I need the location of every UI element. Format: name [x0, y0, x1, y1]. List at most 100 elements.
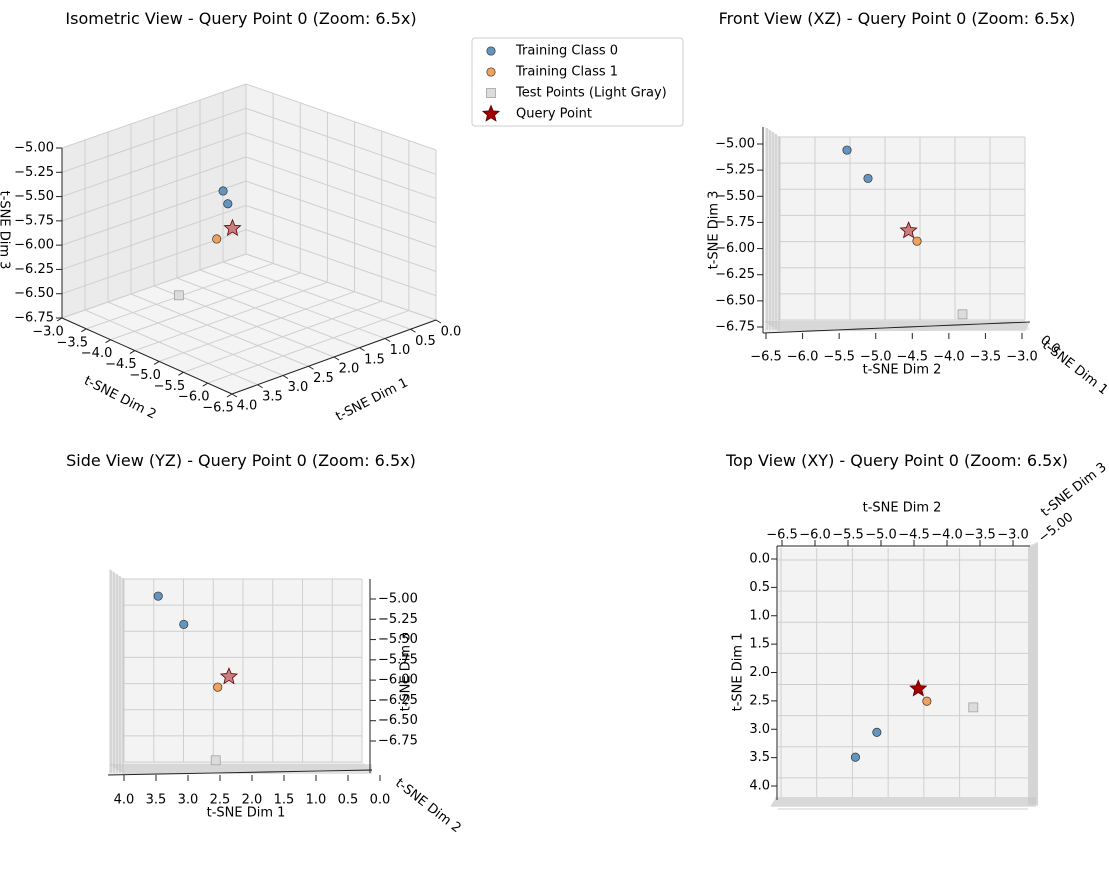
front-view-panel: −5.00 −5.25 −5.50 −5.75 −6.00 −6.25 −6.50 −6.75… [707, 127, 1109, 398]
x-axis-label: t-SNE Dim 1 [333, 375, 410, 424]
grid-line [61, 107, 247, 173]
data-point [486, 67, 496, 77]
x-axis-label: t-SNE Dim 2 [863, 363, 942, 378]
data-point [863, 173, 873, 183]
y-tick [226, 393, 233, 398]
data-point [210, 755, 221, 766]
y-tick-label: −3.5 [970, 350, 1002, 365]
data-point [486, 46, 496, 56]
y-tick-label: −5.0 [865, 528, 897, 543]
legend-label: Test Points (Light Gray) [515, 86, 667, 101]
isometric-view-panel: 0.00.51.01.52.02.53.03.54.0−6.5−6.0−5.5−… [0, 83, 461, 425]
y-tick-label: −5.5 [823, 350, 855, 365]
x-tick [359, 347, 365, 352]
grid-line [61, 83, 247, 149]
z-tick-label: −6.25 [378, 693, 418, 708]
data-point [912, 236, 922, 246]
grid-line [61, 180, 247, 246]
z-tick-label: −6.50 [14, 286, 54, 301]
z-tick-label: −5.75 [14, 213, 54, 228]
y-tick-label: −4.5 [105, 357, 137, 372]
y-tick-label: −4.0 [933, 350, 965, 365]
z-axis-label: t-SNE Dim 3 [399, 633, 414, 712]
right-back-pane [246, 84, 436, 320]
z-tick-label: −6.25 [715, 267, 755, 282]
x-tick-label: 1.0 [749, 608, 770, 623]
floor-pane [778, 548, 1028, 797]
x-tick-label: 0.5 [338, 793, 359, 808]
y-tick-label: −6.0 [178, 390, 210, 405]
left-axis-label: t-SNE Dim 1 [731, 633, 746, 712]
z-tick-label: −6.50 [715, 293, 755, 308]
legend-label: Query Point [516, 107, 592, 122]
top-view-panel: −6.5 −6.0 −5.5 −5.0 −4.5 −4.0 −3.5 −3.0 0.0 0.5 1.… [731, 460, 1109, 810]
data-point [850, 752, 860, 762]
x-tick-label: 3.5 [262, 389, 283, 404]
title-isometric: Isometric View - Query Point 0 (Zoom: 6.… [65, 9, 416, 28]
data-point [957, 309, 968, 320]
grid-line [107, 301, 284, 376]
x-tick-label: 4.0 [749, 779, 770, 794]
y-tick-label: −4.5 [896, 350, 928, 365]
y-tick-label: −5.0 [860, 350, 892, 365]
x-tick-label: 3.0 [288, 380, 309, 395]
y-tick-label: −5.0 [129, 368, 161, 383]
y-tick [153, 360, 160, 365]
z-tick-label: −6.75 [715, 320, 755, 335]
x-tick [333, 356, 340, 361]
y-tick [129, 350, 136, 355]
y-tick-label: −6.5 [750, 350, 782, 365]
x-tick-label: 1.5 [274, 793, 295, 808]
data-point [842, 145, 852, 155]
z-tick-label: −6.00 [14, 238, 54, 253]
y-tick-label: −6.0 [799, 528, 831, 543]
grid-line [245, 156, 437, 224]
depth-tick-cluster: −5.00 [1036, 510, 1077, 546]
y-tick-label: −3.0 [32, 325, 64, 340]
top-axis-label: t-SNE Dim 2 [863, 501, 942, 516]
grid-line [84, 309, 258, 386]
legend-frame [471, 37, 684, 127]
z-tick-label: −6.75 [14, 311, 54, 326]
data-point [213, 682, 223, 692]
data-point [153, 591, 163, 601]
x-tick-label: 2.5 [210, 793, 231, 808]
x-tick-label: 1.0 [306, 793, 327, 808]
data-point [223, 199, 233, 209]
z-tick-label: −5.25 [715, 163, 755, 178]
x-tick-label: 3.0 [749, 722, 770, 737]
x-tick-label: 0.5 [749, 580, 770, 595]
z-tick-label: −5.25 [14, 165, 54, 180]
grid-line [245, 204, 437, 272]
grid-line [245, 180, 437, 248]
x-tick [384, 338, 391, 342]
grid-line [183, 300, 382, 373]
grid-line [245, 107, 437, 175]
grid-line [199, 269, 386, 339]
x-tick [308, 365, 314, 370]
data-point [223, 218, 242, 237]
x-tick-label: 2.0 [749, 665, 770, 680]
grid-line [207, 310, 410, 384]
x-axis-line [107, 769, 373, 776]
data-point [179, 619, 189, 629]
z-tick-label: −5.50 [14, 189, 54, 204]
y-tick-label: −4.0 [81, 346, 113, 361]
z-tick-label: −6.75 [378, 734, 418, 749]
data-point [968, 702, 979, 713]
grid-line [130, 293, 309, 367]
y-tick [81, 328, 87, 333]
x-tick [257, 384, 263, 389]
x-tick [282, 375, 289, 379]
data-point [212, 234, 222, 244]
y-tick-label: −5.5 [832, 528, 864, 543]
legend-label: Training Class 1 [515, 65, 618, 80]
data-point [173, 290, 184, 301]
y-tick-label: −6.5 [766, 528, 798, 543]
y-tick [105, 339, 111, 344]
x-tick-label: 1.5 [364, 352, 385, 367]
y-tick-label: −3.5 [56, 335, 88, 350]
grid-line [245, 83, 437, 151]
grid-line [61, 156, 247, 222]
